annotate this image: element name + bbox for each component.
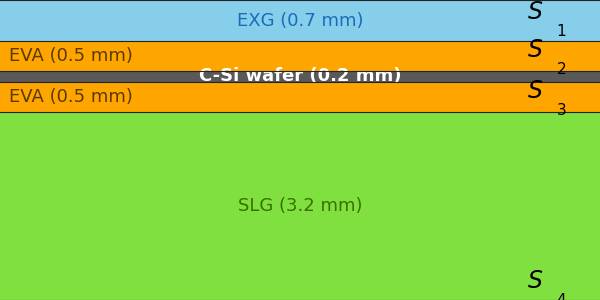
Text: S: S: [528, 0, 543, 24]
Bar: [0, 70, 600, 83]
Text: S: S: [528, 79, 543, 103]
Bar: [0, 0, 600, 41]
Text: EVA (0.5 mm): EVA (0.5 mm): [9, 47, 133, 65]
Text: S: S: [528, 38, 543, 62]
Text: 4: 4: [557, 293, 566, 300]
Bar: [0, 41, 600, 70]
Text: S: S: [528, 269, 543, 293]
Text: EVA (0.5 mm): EVA (0.5 mm): [9, 88, 133, 106]
Text: EXG (0.7 mm): EXG (0.7 mm): [237, 12, 363, 30]
Text: 1: 1: [557, 24, 566, 39]
Bar: [0, 112, 600, 300]
Text: 3: 3: [557, 103, 566, 118]
Text: 2: 2: [557, 62, 566, 77]
Text: SLG (3.2 mm): SLG (3.2 mm): [238, 197, 362, 215]
Text: C-Si wafer (0.2 mm): C-Si wafer (0.2 mm): [199, 68, 401, 85]
Bar: [0, 82, 600, 112]
